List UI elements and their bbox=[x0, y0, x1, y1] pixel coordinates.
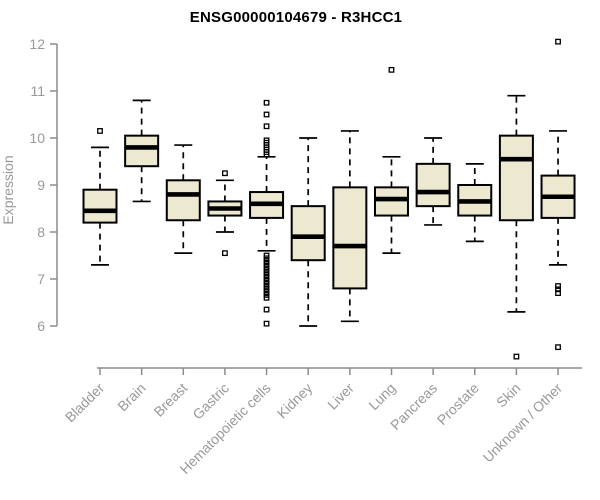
box-rect bbox=[332, 186, 368, 290]
box-gastric bbox=[207, 170, 243, 257]
x-tick-label: Bladder bbox=[62, 380, 108, 426]
y-tick-label: 12 bbox=[29, 36, 45, 52]
box-pancreas bbox=[415, 137, 451, 226]
box-lung bbox=[373, 66, 409, 254]
y-tick-label: 7 bbox=[37, 271, 45, 287]
x-tick-label: Prostate bbox=[434, 380, 482, 428]
outlier-point bbox=[263, 294, 270, 301]
y-axis-title: Expression bbox=[0, 155, 16, 224]
outlier-point bbox=[555, 344, 561, 351]
outlier-point bbox=[263, 320, 270, 327]
outlier-point bbox=[263, 99, 270, 106]
box-brain bbox=[124, 99, 160, 203]
outlier-point bbox=[555, 38, 561, 45]
box-rect bbox=[373, 186, 409, 217]
outlier-point bbox=[263, 306, 270, 313]
x-tick-label: Unknown / Other bbox=[480, 380, 566, 466]
box-liver bbox=[332, 130, 368, 323]
x-tick-label: Skin bbox=[493, 380, 524, 411]
y-tick-label: 6 bbox=[37, 318, 45, 334]
outlier-point bbox=[263, 111, 270, 118]
outlier-point bbox=[263, 151, 270, 158]
x-tick-label: Kidney bbox=[274, 380, 316, 422]
outlier-point bbox=[555, 286, 561, 293]
outlier-point bbox=[388, 66, 395, 73]
y-tick-label: 8 bbox=[37, 224, 45, 240]
box-bladder bbox=[82, 128, 118, 266]
box-rect bbox=[290, 205, 326, 262]
x-tick-label: Brain bbox=[114, 380, 148, 414]
box-kidney bbox=[290, 137, 326, 327]
box-breast bbox=[165, 144, 201, 254]
x-tick-label: Lung bbox=[365, 380, 398, 413]
box-rect bbox=[82, 188, 118, 224]
outlier-point bbox=[555, 283, 561, 289]
outlier-point bbox=[555, 290, 561, 297]
outlier-point bbox=[97, 128, 103, 134]
box-prostate bbox=[457, 163, 493, 243]
x-tick-label: Liver bbox=[324, 380, 357, 413]
box-unknown-other bbox=[540, 38, 576, 351]
box-rect bbox=[415, 162, 451, 208]
chart-title: ENSG00000104679 - R3HCC1 bbox=[189, 9, 403, 26]
box-skin bbox=[498, 94, 534, 360]
outlier-point bbox=[222, 250, 228, 257]
outlier-point bbox=[263, 123, 270, 130]
y-tick-label: 10 bbox=[29, 130, 45, 146]
y-tick-label: 9 bbox=[37, 177, 45, 193]
y-tick-label: 11 bbox=[30, 83, 45, 99]
outlier-point bbox=[222, 170, 228, 177]
box-rect bbox=[165, 179, 201, 222]
box-rect bbox=[124, 134, 160, 168]
box-hematopoietic-cells bbox=[249, 99, 285, 327]
x-tick-label: Breast bbox=[150, 380, 190, 420]
outlier-point bbox=[513, 353, 520, 360]
box-rect bbox=[498, 134, 534, 222]
